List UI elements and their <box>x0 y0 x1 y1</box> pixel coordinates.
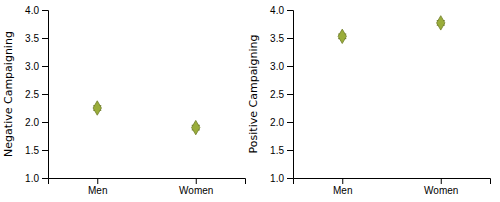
y-tick-mark <box>42 10 48 11</box>
point <box>93 101 101 115</box>
y-tick: 2.5 <box>25 89 48 100</box>
y-tick-label: 2.0 <box>270 117 284 128</box>
y-tick-mark <box>42 122 48 123</box>
y-tick-mark <box>287 66 293 67</box>
y-axis: 1.0 1.5 2.0 2.5 3.0 3.5 4.0 <box>270 5 293 184</box>
y-tick-mark <box>287 122 293 123</box>
y-tick-label: 3.0 <box>270 61 284 72</box>
y-tick-label: 1.5 <box>270 145 284 156</box>
panel: 1.0 1.5 2.0 2.5 3.0 3.5 4.0 Men Women Negative Ca… <box>2 5 246 196</box>
x-tick-label: Men <box>333 185 352 196</box>
y-tick: 4.0 <box>270 5 293 16</box>
y-tick-label: 2.5 <box>25 89 39 100</box>
y-tick: 1.0 <box>270 173 293 184</box>
y-tick-label: 1.5 <box>25 145 39 156</box>
y-tick-mark <box>287 178 293 179</box>
y-tick-label: 2.5 <box>270 89 284 100</box>
y-tick: 1.0 <box>25 173 48 184</box>
y-axis-title: Positive Campaigning <box>247 35 260 154</box>
y-tick: 3.0 <box>270 61 293 72</box>
y-tick-label: 3.0 <box>25 61 39 72</box>
x-tick-mark <box>196 178 197 184</box>
y-tick: 3.5 <box>25 33 48 44</box>
y-tick-mark <box>42 94 48 95</box>
y-tick-label: 1.0 <box>270 173 284 184</box>
y-tick: 3.0 <box>25 61 48 72</box>
y-tick: 3.5 <box>270 33 293 44</box>
x-tick-label: Men <box>88 185 107 196</box>
x-tick: Men <box>88 178 107 196</box>
y-tick: 1.5 <box>25 145 48 156</box>
x-tick-label: Women <box>424 185 458 196</box>
y-tick-mark <box>287 38 293 39</box>
y-tick-mark <box>287 10 293 11</box>
y-tick-mark <box>42 66 48 67</box>
y-tick: 2.0 <box>270 117 293 128</box>
y-tick-mark <box>42 38 48 39</box>
x-tick: Women <box>424 178 458 196</box>
y-tick-label: 3.5 <box>25 33 39 44</box>
marks <box>338 16 445 44</box>
x-tick-label: Women <box>179 185 213 196</box>
chart: 1.0 1.5 2.0 2.5 3.0 3.5 4.0 Men Women Negative Ca… <box>0 0 500 202</box>
y-tick-mark <box>42 178 48 179</box>
point <box>192 120 200 134</box>
y-axis-line <box>287 11 294 179</box>
x-axis: Men Women <box>294 178 491 196</box>
y-tick-mark <box>287 94 293 95</box>
y-axis-title: Negative Campaigning <box>2 31 15 157</box>
y-tick: 1.5 <box>270 145 293 156</box>
x-axis-line <box>294 179 491 185</box>
y-tick-label: 3.5 <box>270 33 284 44</box>
point <box>338 29 346 43</box>
y-tick-label: 2.0 <box>25 117 39 128</box>
x-tick: Women <box>179 178 213 196</box>
point <box>437 16 445 30</box>
y-tick: 2.0 <box>25 117 48 128</box>
marks <box>93 101 200 135</box>
y-tick: 2.5 <box>270 89 293 100</box>
x-axis: Men Women <box>49 178 246 196</box>
x-tick-mark <box>441 178 442 184</box>
y-axis-line <box>42 11 49 179</box>
y-axis: 1.0 1.5 2.0 2.5 3.0 3.5 4.0 <box>25 5 48 184</box>
y-tick-mark <box>287 150 293 151</box>
y-tick-mark <box>42 150 48 151</box>
y-tick-label: 4.0 <box>270 5 284 16</box>
x-axis-line <box>49 179 246 185</box>
panel: 1.0 1.5 2.0 2.5 3.0 3.5 4.0 Men Women Positive Ca… <box>247 5 491 196</box>
y-tick-label: 4.0 <box>25 5 39 16</box>
x-tick-mark <box>342 178 343 184</box>
y-tick-label: 1.0 <box>25 173 39 184</box>
x-tick: Men <box>333 178 352 196</box>
x-tick-mark <box>97 178 98 184</box>
y-tick: 4.0 <box>25 5 48 16</box>
